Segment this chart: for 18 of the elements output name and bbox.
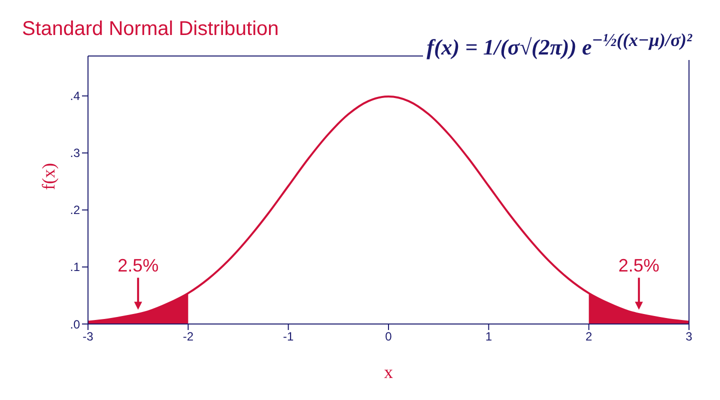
annotation: 2.5% <box>618 256 660 276</box>
x-tick-label: 3 <box>686 330 693 344</box>
y-tick-label: .1 <box>70 260 80 274</box>
x-tick-label: 1 <box>485 330 492 344</box>
y-tick-label: .0 <box>70 317 80 332</box>
y-tick-label: .4 <box>70 89 80 104</box>
chart-title: Standard Normal Distribution <box>22 18 279 41</box>
x-tick-label: -2 <box>182 330 194 344</box>
x-tick-label: -3 <box>82 330 94 344</box>
x-tick-label: 0 <box>385 330 392 344</box>
x-tick-label: 2 <box>585 330 592 344</box>
x-tick-label: -1 <box>282 330 294 344</box>
annotation: f(x) = 1/(σ√(2π)) e$^{−½((x−μ)/σ)²}$ <box>422 30 696 60</box>
annotation: 2.5% <box>118 256 159 276</box>
y-axis-title: f(x) <box>38 163 58 190</box>
y-tick-label: .2 <box>70 203 80 218</box>
x-axis-title: x <box>384 362 393 382</box>
y-tick-label: .3 <box>70 146 80 160</box>
